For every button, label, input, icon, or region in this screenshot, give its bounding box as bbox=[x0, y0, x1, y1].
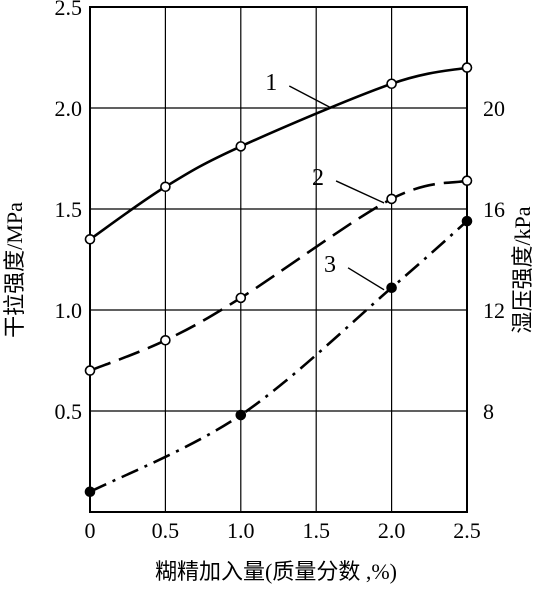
right-y-tick-label: 20 bbox=[483, 96, 505, 121]
grid bbox=[89, 6, 468, 512]
left-y-tick-label: 2.5 bbox=[55, 0, 83, 20]
x-tick-label: 0.5 bbox=[152, 518, 180, 543]
data-point-2 bbox=[461, 175, 473, 187]
curve-label-2: 2 bbox=[312, 165, 324, 191]
leader-line-3 bbox=[347, 267, 385, 291]
x-axis-title: 糊精加入量(质量分数 ,%) bbox=[155, 559, 397, 584]
left-y-axis-title: 干拉强度/MPa bbox=[2, 202, 27, 338]
right-y-tick-label: 12 bbox=[483, 298, 505, 323]
left-y-tick-label: 0.5 bbox=[55, 399, 83, 424]
data-point-1 bbox=[386, 78, 397, 90]
data-point-2 bbox=[84, 365, 96, 376]
curve-label-3: 3 bbox=[324, 252, 336, 278]
left-y-tick-label: 1.0 bbox=[55, 298, 83, 323]
x-tick-label: 1.5 bbox=[302, 518, 330, 543]
data-point-3 bbox=[235, 409, 247, 421]
data-point-2 bbox=[160, 334, 171, 346]
curve-labels: 1 2 3 bbox=[265, 70, 385, 291]
data-point-2 bbox=[235, 292, 247, 304]
x-tick-label: 2.0 bbox=[378, 518, 406, 543]
left-y-tick-label: 2.0 bbox=[55, 96, 83, 121]
leader-line-1 bbox=[288, 85, 332, 109]
leader-line-2 bbox=[335, 180, 385, 204]
data-point-1 bbox=[235, 141, 247, 152]
x-tick-labels: 0 0.5 1.0 1.5 2.0 2.5 bbox=[85, 518, 481, 543]
x-tick-label: 1.0 bbox=[227, 518, 255, 543]
plot-frame bbox=[89, 6, 468, 513]
data-point-1 bbox=[84, 234, 96, 245]
right-y-tick-label: 8 bbox=[483, 399, 494, 424]
left-y-tick-label: 1.5 bbox=[55, 197, 83, 222]
x-tick-label: 0 bbox=[85, 518, 96, 543]
data-point-1 bbox=[461, 62, 473, 73]
curve-label-1: 1 bbox=[265, 70, 277, 96]
left-y-tick-labels: 0.5 1.0 1.5 2.0 2.5 bbox=[55, 0, 83, 424]
right-y-axis-title: 湿压强度/kPa bbox=[510, 206, 535, 333]
x-tick-label: 2.5 bbox=[453, 518, 481, 543]
right-y-tick-labels: 8 12 16 20 bbox=[483, 96, 505, 424]
data-point-1 bbox=[160, 181, 171, 193]
data-point-2 bbox=[386, 193, 397, 205]
series-line-1 bbox=[89, 66, 468, 241]
right-y-tick-label: 16 bbox=[483, 197, 505, 222]
series-layer bbox=[84, 62, 473, 498]
data-point-3 bbox=[84, 486, 96, 498]
data-point-3 bbox=[461, 215, 473, 227]
data-point-3 bbox=[386, 282, 397, 294]
series-line-3 bbox=[89, 220, 468, 493]
